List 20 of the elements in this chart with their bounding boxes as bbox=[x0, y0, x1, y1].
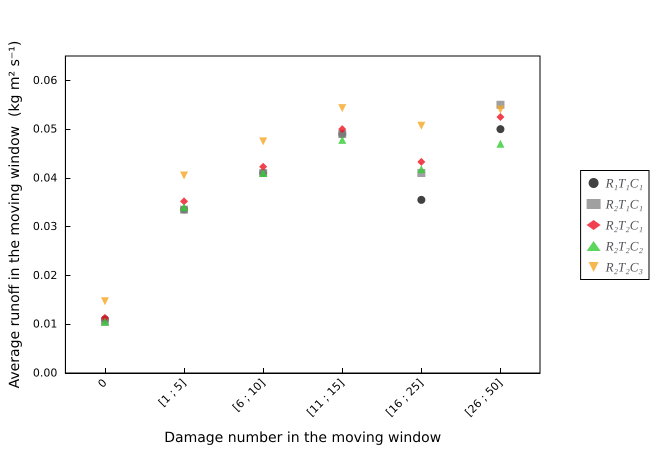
legend-label: R₂T₁C₁ bbox=[604, 196, 644, 212]
x-tick-label: [11 ; 15] bbox=[304, 376, 347, 419]
x-tick-label: [26 ; 50] bbox=[462, 376, 506, 419]
legend-label: R₁T₁C₁ bbox=[604, 176, 644, 190]
legend-label: R₂T₂C₁ bbox=[604, 218, 644, 232]
y-tick-label: 0.00 bbox=[32, 366, 58, 380]
x-tick-label: 0 bbox=[95, 376, 110, 391]
y-tick-label: 0.06 bbox=[32, 74, 58, 87]
y-tick-label: 0.04 bbox=[32, 171, 58, 184]
y-tick-label: 0.01 bbox=[32, 318, 58, 331]
y-tick-label: 0.05 bbox=[32, 122, 58, 136]
x-axis-title: Damage number in the moving window bbox=[164, 430, 442, 446]
y-tick-label: 0.03 bbox=[32, 220, 58, 234]
y-tick-label: 0.02 bbox=[32, 268, 58, 282]
legend-label: R₂T₂C₂ bbox=[604, 238, 644, 254]
x-tick-label: [6 ; 10] bbox=[230, 376, 268, 414]
x-tick-label: [1 ; 5] bbox=[156, 376, 189, 410]
y-axis-title: Average runoff in the moving window (kg m² s⁻¹) bbox=[7, 40, 23, 388]
legend-label: R₂T₂C₃ bbox=[604, 260, 644, 274]
x-tick-label: [16 ; 25] bbox=[383, 376, 426, 419]
